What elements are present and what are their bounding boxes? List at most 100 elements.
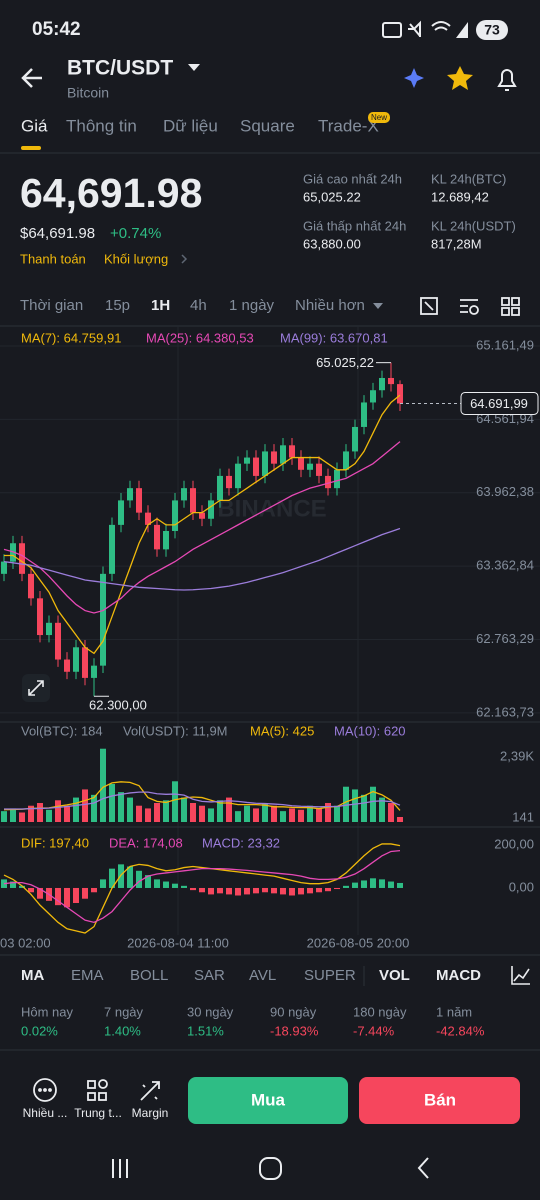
battery: 73 [484,22,500,38]
macd-bar [325,887,331,892]
candle-body [37,598,43,636]
candle-body [199,512,205,519]
perf-value: 1.51% [187,1023,224,1038]
candle-body [226,475,232,489]
indicator[interactable]: VOL [379,967,410,984]
stat-value: 65,025.22 [303,189,361,204]
buy-button[interactable] [188,1077,348,1124]
candle-body [253,457,259,476]
volume-bar [199,805,205,822]
notifications[interactable] [497,69,517,91]
macd-bar [397,882,403,888]
volume-bar [316,808,322,822]
candle-body [154,524,160,550]
volume-bar [181,797,187,822]
badge [368,112,390,123]
macd-bar [226,887,232,895]
indicator[interactable]: SAR [194,967,225,984]
stat-label: Giá thấp nhất 24h [303,218,406,233]
volume-bar [361,794,367,822]
indicator[interactable]: MACD [436,967,481,984]
candle-body [1,561,7,574]
indicators: MA EMA BOLL SAR AVL SUPER VOL MACD [21,967,481,984]
ai-button[interactable] [404,68,424,88]
performance: Hôm nay 0.02% 7 ngày 1.40% 30 ngày 1.51% 90 ng… [21,1004,485,1038]
perf-label: 7 ngày [104,1004,144,1019]
interval[interactable]: 1H [151,297,170,314]
chart-tools[interactable] [420,297,520,316]
macd-bar [199,887,205,893]
volume-bar [10,808,16,822]
candle-body [208,500,214,519]
action-icons[interactable] [33,1078,160,1102]
macd-bar [298,887,304,895]
volume-bar [82,789,88,822]
sell-button[interactable] [359,1077,520,1124]
tab[interactable]: Square [240,116,295,135]
volume-bar [352,789,358,822]
indicator[interactable]: BOLL [130,967,168,984]
candle-body [28,573,34,599]
candle-body [190,488,196,513]
favorite[interactable] [447,66,473,90]
x-tick-label: 2026-08-05 20:00 [307,935,410,950]
macd-bar [361,880,367,888]
x-tick-label: 2026-08-04 11:00 [127,935,229,950]
candle-body [145,512,151,525]
buy-label[interactable]: Mua [251,1090,286,1109]
indicator[interactable]: SUPER [304,967,356,984]
legend: Vol(USDT): 11,9M [123,723,228,738]
stat-value: 12.689,42 [431,189,489,204]
tab-indicator [21,146,41,150]
macd-bar [37,887,43,899]
perf-value: -42.84% [436,1023,485,1038]
more-dropdown[interactable] [373,303,383,309]
link[interactable]: Khối lượng [104,251,168,266]
watermark: BINANCE [217,495,326,522]
back-button[interactable] [21,68,42,88]
link[interactable]: Thanh toán [20,251,86,266]
interval[interactable]: 15p [105,297,130,314]
interval[interactable]: 1 ngày [229,297,275,314]
expand-icon [28,680,44,696]
pair-dropdown[interactable] [188,64,200,71]
volume-bar [46,809,52,822]
sell-label[interactable]: Bán [424,1090,456,1109]
y-tick-label: 141 [512,810,534,825]
volume-bar [109,784,115,822]
interval[interactable]: Nhiều hơn [295,297,365,314]
action-label[interactable]: Nhiều ... [23,1106,68,1120]
tab[interactable]: Trade-X [318,116,379,135]
indicator[interactable]: EMA [71,967,104,984]
interval[interactable]: 4h [190,297,207,314]
macd-bar [154,879,160,888]
macd-bar [100,879,106,888]
pair[interactable]: BTC/USDT [67,57,173,80]
candle-body [127,488,133,501]
tab[interactable]: Dữ liệu [163,116,218,135]
indicator[interactable]: MA [21,967,44,984]
tab[interactable]: Thông tin [66,116,137,135]
stat-value: 817,28M [431,236,482,251]
interval[interactable]: Thời gian [20,297,83,314]
perf-label: 1 năm [436,1004,472,1019]
legend: MA(5): 425 [250,723,314,738]
action-label[interactable]: Trung t... [74,1106,122,1120]
candle-body [55,622,61,660]
volume-bar [343,786,349,822]
indicator[interactable]: AVL [249,967,276,984]
y-tick-label: 62.163,73 [476,704,534,719]
nav-bar[interactable] [112,1157,429,1180]
candle-body [82,647,88,678]
action-label[interactable]: Margin [132,1106,169,1120]
indicator-settings[interactable] [511,966,530,985]
candle-body [397,384,403,404]
macd-bar [190,887,196,891]
tab[interactable]: Giá [21,116,48,135]
macd-bar [28,887,34,893]
volume-bar [208,808,214,822]
stat-label: KL 24h(USDT) [431,218,516,233]
perf-label: Hôm nay [21,1004,74,1019]
